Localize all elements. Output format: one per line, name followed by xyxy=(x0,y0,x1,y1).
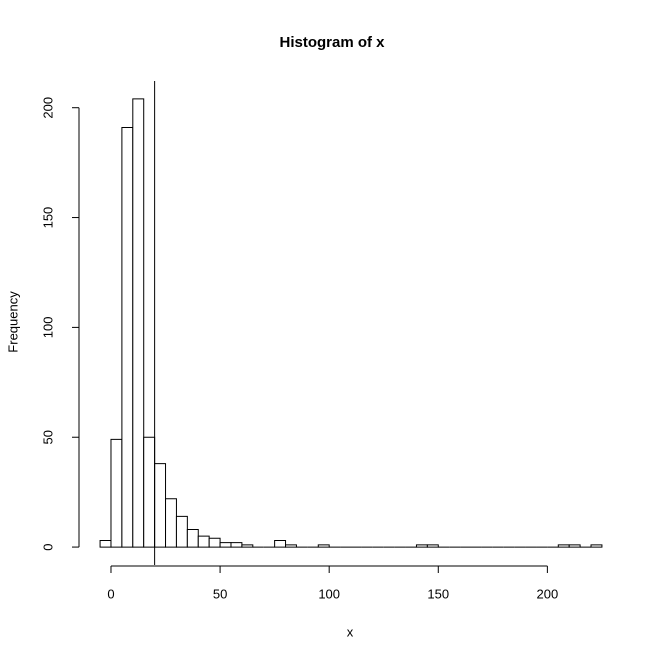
bar xyxy=(208,537,221,548)
bar xyxy=(557,544,570,548)
bar xyxy=(274,539,287,548)
bar xyxy=(285,544,297,548)
y-tick-label: 0 xyxy=(40,543,55,550)
x-tick-label: 150 xyxy=(427,586,449,601)
bar xyxy=(197,535,210,548)
bar xyxy=(165,498,177,548)
bar xyxy=(175,515,188,548)
bar xyxy=(230,542,243,548)
bar xyxy=(186,529,199,548)
x-tick-label: 50 xyxy=(213,586,227,601)
bar xyxy=(426,544,439,548)
bar xyxy=(121,126,134,548)
y-tick-label: 150 xyxy=(40,207,55,229)
y-axis-label: Frequency xyxy=(5,291,20,353)
bar xyxy=(590,544,603,548)
bar xyxy=(241,544,254,548)
bar xyxy=(110,438,123,548)
bar xyxy=(143,436,156,548)
bar xyxy=(154,463,167,548)
bar xyxy=(99,539,112,548)
x-tick-label: 200 xyxy=(537,586,559,601)
bar xyxy=(132,98,145,548)
y-tick-label: 100 xyxy=(40,317,55,339)
bar xyxy=(568,544,581,548)
bar xyxy=(415,544,428,548)
y-tick-label: 50 xyxy=(40,430,55,444)
y-tick-label: 200 xyxy=(40,97,55,119)
x-tick-label: 0 xyxy=(107,586,114,601)
x-tick-label: 100 xyxy=(318,586,340,601)
chart-title: Histogram of x xyxy=(279,34,385,51)
bar xyxy=(317,544,330,548)
bar xyxy=(219,542,232,548)
x-axis-label: x xyxy=(347,624,354,639)
